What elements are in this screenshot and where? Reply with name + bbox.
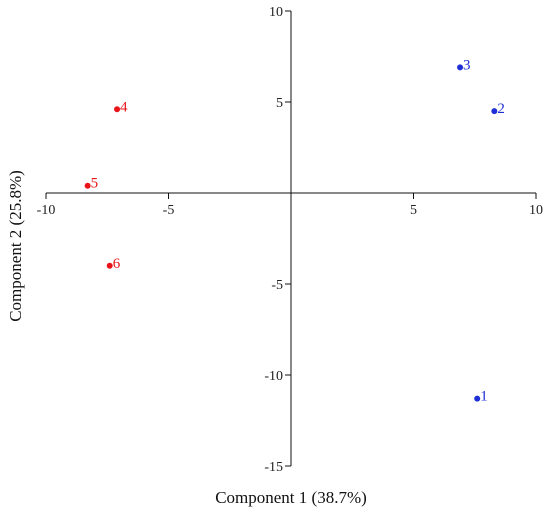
data-point <box>114 106 121 113</box>
x-tick-label: -5 <box>163 203 175 218</box>
data-point <box>491 108 498 115</box>
y-tick-label: -10 <box>264 369 283 384</box>
data-points: 1 2 3 4 5 6 <box>84 57 505 405</box>
y-tick-label: -15 <box>264 460 283 475</box>
y-tick-label: 5 <box>276 96 283 111</box>
x-tick-label: -10 <box>37 203 56 218</box>
y-tick-label: -5 <box>271 278 283 293</box>
data-point <box>84 182 91 189</box>
data-point-label: 6 <box>113 256 121 272</box>
data-point-label: 3 <box>463 57 471 73</box>
x-tick-label: 5 <box>410 203 417 218</box>
data-point <box>457 64 464 71</box>
x-axis-title: Component 1 (38.7%) <box>215 488 367 507</box>
data-point-label: 2 <box>497 101 505 117</box>
data-point-label: 5 <box>91 176 99 192</box>
y-axis-title: Component 2 (25.8%) <box>6 170 25 322</box>
data-point-label: 4 <box>120 99 128 115</box>
data-point <box>106 262 113 269</box>
data-point-label: 1 <box>480 389 488 405</box>
y-tick-label: 10 <box>269 5 283 20</box>
data-point <box>474 395 481 402</box>
axes: -10 -5 5 10 10 5 -5 -10 -15 <box>37 5 543 475</box>
x-tick-label: 10 <box>529 203 543 218</box>
